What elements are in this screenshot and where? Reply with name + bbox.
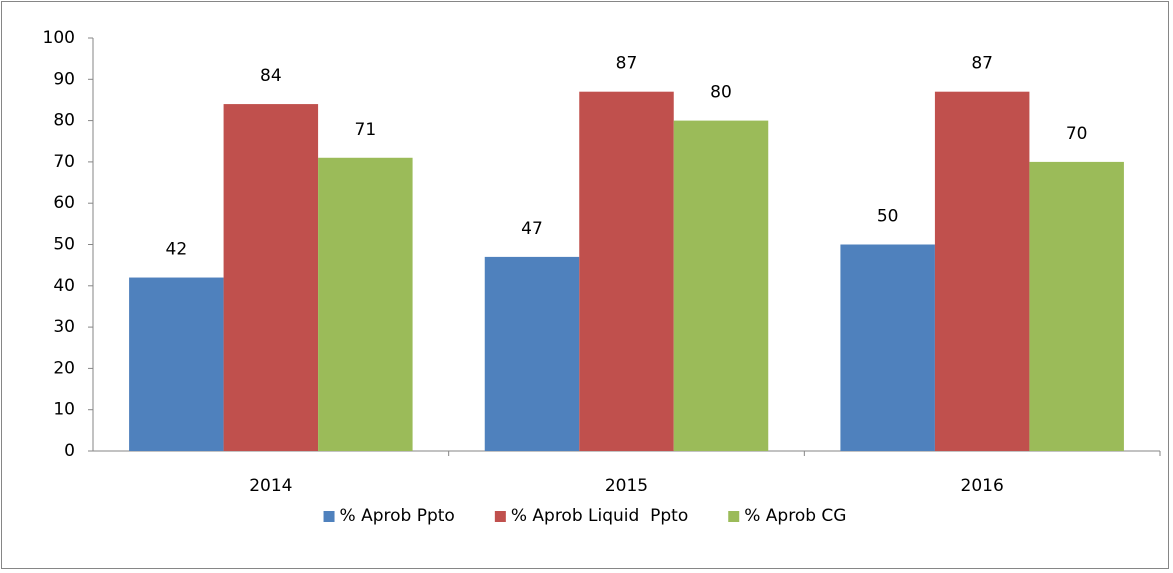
- y-tick-label: 10: [53, 400, 75, 420]
- y-tick-label: 40: [53, 276, 75, 296]
- legend-label: % Aprob Ppto: [340, 506, 455, 526]
- bar: [673, 120, 769, 451]
- y-tick-label: 70: [53, 152, 75, 172]
- legend-label: % Aprob CG: [744, 506, 846, 526]
- y-tick-label: 80: [53, 111, 75, 131]
- bar: [579, 91, 674, 451]
- data-label: 70: [1066, 124, 1088, 144]
- bar: [1029, 161, 1124, 451]
- y-tick-label: 30: [53, 317, 75, 337]
- y-tick-label: 90: [53, 69, 75, 89]
- legend-swatch: [728, 511, 740, 522]
- legend-swatch: [494, 511, 506, 522]
- bar: [129, 277, 224, 451]
- data-label: 80: [710, 83, 732, 103]
- x-tick-label: 2014: [249, 476, 292, 496]
- x-tick-label: 2016: [961, 476, 1004, 496]
- data-label: 47: [521, 219, 543, 239]
- data-label: 87: [616, 54, 638, 74]
- bar: [934, 91, 1030, 451]
- data-label: 50: [877, 207, 899, 227]
- x-tick-label: 2015: [605, 476, 648, 496]
- bar: [484, 256, 580, 451]
- y-tick-label: 0: [64, 441, 75, 461]
- legend-swatch: [323, 511, 335, 522]
- y-tick-label: 20: [53, 358, 75, 378]
- legend-label: % Aprob Liquid Ppto: [511, 506, 688, 526]
- data-label: 84: [260, 66, 282, 86]
- y-tick-label: 50: [53, 235, 75, 255]
- bar: [318, 157, 413, 451]
- y-tick-label: 100: [43, 28, 75, 48]
- data-label: 71: [355, 120, 377, 140]
- y-tick-label: 60: [53, 193, 75, 213]
- data-label: 87: [971, 54, 993, 74]
- bar: [840, 244, 935, 451]
- bar: [223, 104, 319, 451]
- data-label: 42: [166, 240, 188, 260]
